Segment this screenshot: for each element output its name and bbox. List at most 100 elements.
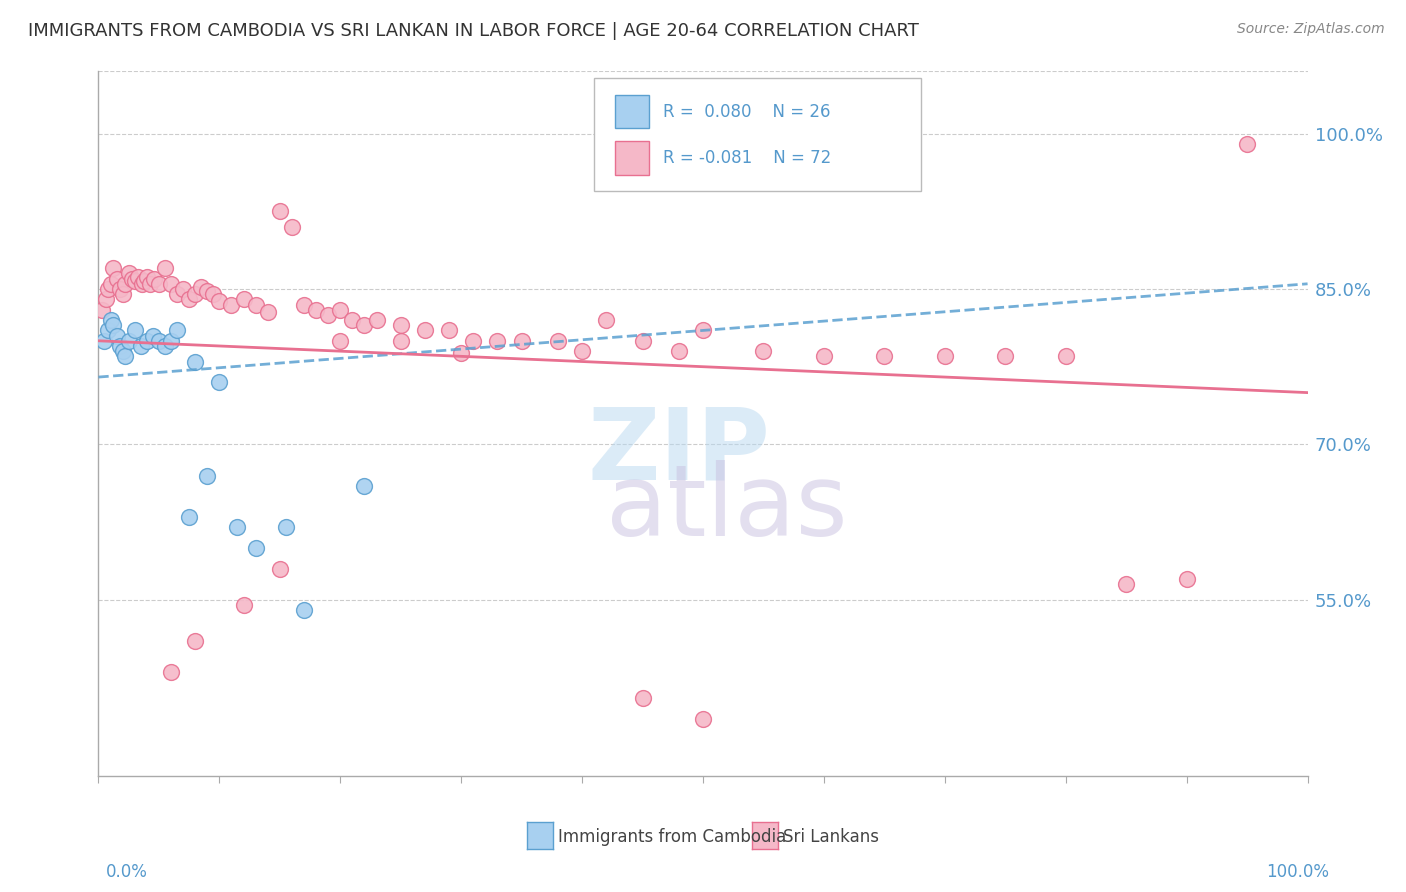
- Point: [190, 280, 212, 294]
- Point: [1115, 577, 1137, 591]
- Point: [108, 339, 131, 353]
- Point: [547, 334, 569, 348]
- Point: [202, 287, 225, 301]
- Point: [274, 520, 297, 534]
- Point: [281, 219, 304, 234]
- Point: [752, 344, 775, 359]
- Point: [463, 334, 485, 348]
- Point: [353, 318, 375, 333]
- Text: IMMIGRANTS FROM CAMBODIA VS SRI LANKAN IN LABOR FORCE | AGE 20-64 CORRELATION CH: IMMIGRANTS FROM CAMBODIA VS SRI LANKAN I…: [28, 22, 920, 40]
- Point: [127, 269, 149, 284]
- Point: [389, 334, 412, 348]
- Point: [413, 323, 436, 337]
- Point: [316, 308, 339, 322]
- Point: [208, 376, 231, 390]
- Point: [124, 323, 146, 337]
- Point: [153, 339, 176, 353]
- Point: [305, 302, 328, 317]
- Point: [118, 334, 141, 348]
- Point: [94, 293, 117, 307]
- Point: [692, 323, 714, 337]
- Point: [100, 313, 122, 327]
- Point: [329, 302, 352, 317]
- Point: [437, 323, 460, 337]
- Point: [160, 334, 183, 348]
- Point: [195, 468, 218, 483]
- Point: [100, 277, 122, 291]
- Point: [631, 691, 654, 706]
- Point: [101, 318, 124, 333]
- Point: [486, 334, 509, 348]
- Point: [142, 328, 165, 343]
- Point: [813, 349, 835, 363]
- Point: [450, 346, 472, 360]
- Text: ZIP: ZIP: [588, 403, 770, 500]
- Point: [184, 634, 207, 648]
- Point: [1054, 349, 1077, 363]
- Point: [366, 313, 388, 327]
- Text: R = -0.081    N = 72: R = -0.081 N = 72: [664, 149, 831, 167]
- Point: [934, 349, 956, 363]
- Text: 100.0%: 100.0%: [1265, 863, 1329, 881]
- Bar: [614, 95, 648, 128]
- Point: [292, 297, 315, 311]
- Point: [118, 267, 141, 281]
- Point: [329, 334, 352, 348]
- Text: 0.0%: 0.0%: [105, 863, 148, 881]
- Point: [221, 297, 243, 311]
- Point: [195, 284, 218, 298]
- Point: [1236, 136, 1258, 151]
- Text: Source: ZipAtlas.com: Source: ZipAtlas.com: [1237, 22, 1385, 37]
- Point: [153, 261, 176, 276]
- Text: Immigrants from Cambodia: Immigrants from Cambodia: [558, 828, 786, 846]
- Point: [160, 665, 183, 680]
- Point: [292, 603, 315, 617]
- Point: [179, 293, 201, 307]
- Point: [91, 302, 114, 317]
- Point: [97, 323, 120, 337]
- Text: Sri Lankans: Sri Lankans: [783, 828, 879, 846]
- Point: [135, 269, 157, 284]
- Point: [179, 510, 201, 524]
- Point: [148, 277, 170, 291]
- Point: [172, 282, 194, 296]
- Point: [148, 334, 170, 348]
- Point: [232, 293, 254, 307]
- Point: [184, 287, 207, 301]
- Text: R =  0.080    N = 26: R = 0.080 N = 26: [664, 103, 831, 120]
- Point: [232, 598, 254, 612]
- Point: [93, 334, 115, 348]
- Point: [245, 541, 267, 555]
- Point: [256, 305, 278, 319]
- Text: atlas: atlas: [606, 459, 848, 557]
- Point: [160, 277, 183, 291]
- Bar: [614, 141, 648, 175]
- Point: [105, 271, 128, 285]
- Point: [571, 344, 593, 359]
- Point: [114, 277, 136, 291]
- Point: [389, 318, 412, 333]
- Point: [139, 277, 162, 291]
- Point: [510, 334, 533, 348]
- Point: [873, 349, 896, 363]
- Point: [129, 339, 152, 353]
- Point: [114, 349, 136, 363]
- Point: [184, 354, 207, 368]
- Point: [143, 271, 166, 285]
- Point: [131, 277, 153, 291]
- Point: [595, 313, 617, 327]
- Point: [269, 562, 291, 576]
- Point: [108, 282, 131, 296]
- Point: [121, 271, 143, 285]
- Point: [692, 712, 714, 726]
- Point: [994, 349, 1017, 363]
- Point: [124, 274, 146, 288]
- Point: [245, 297, 267, 311]
- Point: [111, 287, 134, 301]
- Point: [353, 479, 375, 493]
- Point: [226, 520, 249, 534]
- Point: [631, 334, 654, 348]
- Point: [1175, 572, 1198, 586]
- Point: [111, 344, 134, 359]
- Point: [97, 282, 120, 296]
